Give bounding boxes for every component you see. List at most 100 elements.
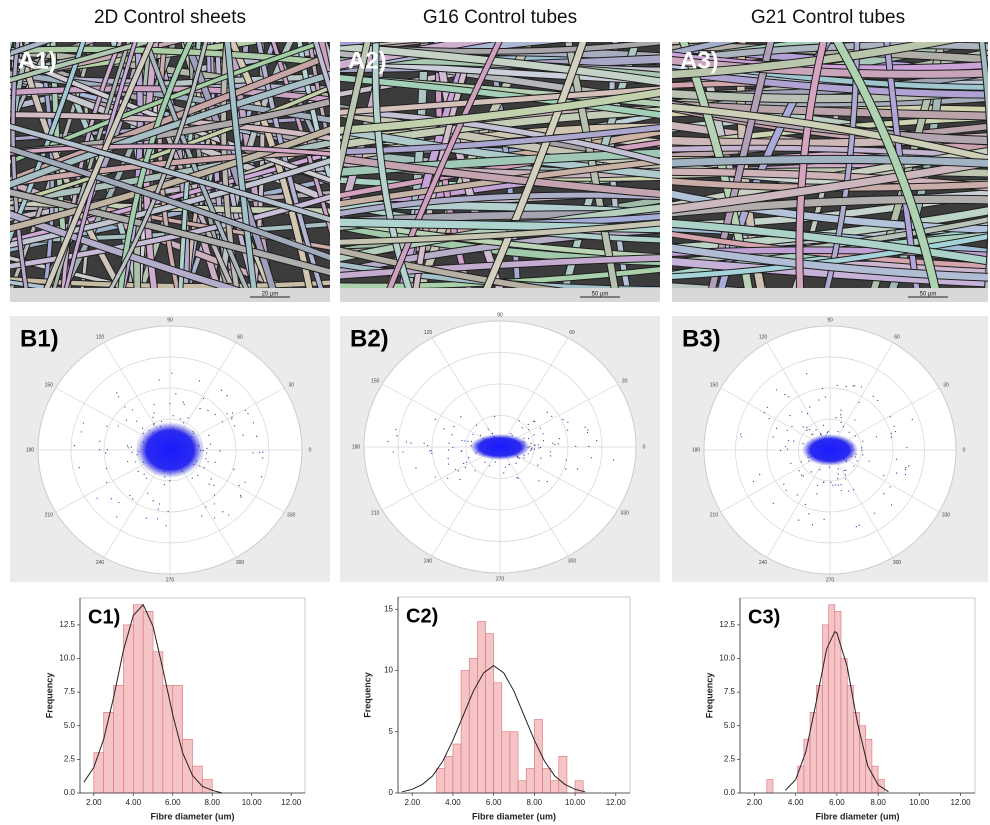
scatter-dot — [415, 467, 417, 469]
scatter-dot — [169, 402, 171, 405]
scatter-dot — [463, 462, 465, 465]
fibre — [10, 189, 330, 276]
scatter-dot — [203, 397, 205, 400]
scatter-dot — [479, 434, 481, 437]
fibre — [10, 46, 330, 66]
scatter-dot — [434, 418, 436, 420]
scatter-dot — [565, 459, 567, 461]
scatter-dot — [459, 478, 461, 480]
scatter-dot — [470, 440, 473, 443]
scatter-dot — [191, 477, 193, 479]
fibre — [672, 42, 737, 56]
bar — [202, 779, 213, 794]
scatter-dot — [179, 418, 181, 420]
scatter-dot — [452, 446, 454, 449]
scatter-dot — [895, 458, 898, 460]
scatter-dot — [786, 448, 789, 450]
sem-image — [340, 42, 660, 288]
scatter-dot — [464, 466, 466, 469]
bar — [493, 682, 503, 794]
polar-tick-label: 300 — [236, 560, 245, 566]
scatter-dot — [106, 481, 108, 484]
polar-spoke — [766, 342, 831, 451]
polar-tick-label: 90 — [497, 312, 503, 318]
scatter-dot — [772, 502, 774, 504]
scatter-dot — [539, 446, 542, 448]
scatter-dot — [883, 493, 885, 495]
polar-tick-label: 60 — [894, 335, 900, 341]
scatter-dot — [158, 503, 161, 505]
scatter-dot — [531, 447, 533, 449]
scatter-dot — [152, 424, 155, 426]
scatter-dot — [213, 494, 216, 496]
bar — [815, 685, 823, 794]
scatter-dot — [790, 462, 792, 464]
scatter-dot — [534, 421, 536, 423]
sem-image — [10, 42, 330, 288]
scatter-dot — [423, 442, 425, 444]
bar — [766, 779, 774, 794]
scatter-dot — [542, 433, 544, 435]
scatter-dot — [221, 421, 223, 423]
scatter-dot — [565, 468, 567, 470]
scatter-dot — [861, 449, 863, 451]
scatter-dot — [868, 460, 870, 462]
scatter-dot — [491, 433, 494, 435]
scatter-dot — [806, 426, 808, 428]
scatter-dot — [855, 526, 857, 528]
x-axis-title: Fibre diameter (um) — [472, 811, 556, 821]
polar-spoke — [382, 383, 501, 448]
polar-spoke — [382, 446, 501, 511]
scatter-dot — [894, 430, 896, 433]
fibre — [483, 42, 587, 288]
scatter-dot — [824, 396, 827, 398]
fibre — [10, 42, 51, 56]
column-title: 2D Control sheets — [94, 7, 246, 28]
scatter-dot — [105, 452, 107, 454]
scatter-dot — [143, 473, 145, 475]
sem-image — [672, 42, 988, 288]
scatter-dot — [126, 445, 129, 447]
scatter-dot — [549, 455, 552, 457]
scatter-dot — [395, 428, 397, 430]
scatter-dot — [775, 389, 778, 391]
bar — [853, 712, 860, 794]
scatter-dot — [523, 457, 525, 459]
scatter-dot — [130, 446, 132, 448]
scatter-dot — [811, 433, 813, 436]
y-tick-label: 0 — [389, 788, 394, 797]
scatter-dot — [402, 451, 404, 453]
scatter-dot — [80, 431, 83, 433]
scatter-dot — [844, 478, 846, 480]
polar-spoke — [766, 449, 831, 558]
polar-tick-label: 270 — [496, 576, 505, 582]
scatter-dot — [853, 489, 855, 491]
scatter-dot — [171, 372, 173, 374]
scatter-dot — [837, 484, 839, 486]
scatter-dot — [858, 524, 860, 526]
scatter-dot — [262, 457, 264, 459]
polar-tick-label: 180 — [692, 447, 701, 453]
scatter-dot — [740, 436, 742, 438]
polar-tick-label: 210 — [371, 510, 380, 516]
fibre — [672, 195, 988, 217]
fibre — [340, 155, 660, 198]
bar — [846, 685, 854, 794]
scatter-dot — [508, 463, 510, 466]
polar-spoke — [829, 342, 894, 451]
scatter-dot — [538, 480, 540, 482]
polar-tick-label: 210 — [710, 512, 719, 518]
fibre — [10, 280, 64, 288]
polar-tick-label: 120 — [96, 335, 105, 341]
x-tick-label: 8.00 — [204, 798, 220, 807]
scatter-dot — [576, 468, 579, 470]
scatter-dot — [210, 478, 212, 480]
scatter-dot — [451, 434, 453, 436]
scatter-dot — [205, 506, 207, 508]
fibre — [10, 126, 330, 232]
y-tick-label: 10 — [384, 666, 393, 675]
scatter-dot — [256, 435, 258, 437]
scatter-dot — [906, 447, 908, 449]
scatter-dot — [135, 461, 137, 463]
fibre — [340, 42, 371, 178]
